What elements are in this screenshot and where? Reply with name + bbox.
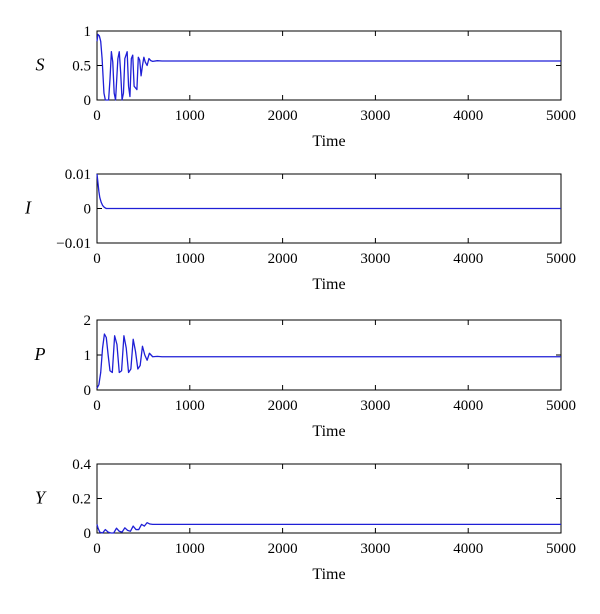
panel-4-ytick-label: 0.4: [72, 457, 91, 473]
panel-3-ytick-label: 2: [84, 313, 92, 329]
panel-1-ytick-label: 1: [84, 24, 92, 40]
panel-2-ytick-label: 0.01: [65, 167, 91, 183]
panel-3-xtick-label: 0: [93, 398, 101, 414]
panel-1-series-line-1: [96, 33, 561, 101]
panel-1-y-axis-label: S: [36, 55, 45, 75]
panel-1-x-axis-title: Time: [312, 133, 345, 150]
panel-4-ytick-label: 0: [84, 526, 92, 542]
panel-2-y-axis-label: I: [24, 198, 32, 218]
panel-1-xtick-label: 0: [93, 108, 101, 124]
panel-4-ytick-label: 0.2: [72, 492, 91, 508]
panel-2-xtick-label: 4000: [453, 251, 483, 267]
panel-1-plot-frame: [96, 30, 562, 101]
panel-4-xtick-label: 1000: [175, 541, 205, 557]
panel-2-xtick-label: 1000: [175, 251, 205, 267]
panel-2-xtick-label: 2000: [268, 251, 298, 267]
panel-4-xtick-label: 2000: [268, 541, 298, 557]
panel-3-xtick-label: 5000: [546, 398, 576, 414]
panel-2-series-line-1: [96, 173, 561, 210]
panel-4-xtick-label: 4000: [453, 541, 483, 557]
panel-1-xtick-label: 1000: [175, 108, 205, 124]
panel-1-xtick-label: 4000: [453, 108, 483, 124]
panel-2-x-axis-title: Time: [312, 276, 345, 293]
panel-3-xtick-label: 3000: [360, 398, 390, 414]
panel-3-series-line-1: [96, 333, 561, 389]
panel-2-xtick-label: 0: [93, 251, 101, 267]
panel-1-ytick-label: 0.5: [72, 59, 91, 75]
panel-3-ytick-label: 1: [84, 348, 92, 364]
panel-3-y-axis-label: P: [34, 344, 46, 364]
panel-4-series-line-1: [96, 522, 561, 534]
panel-2-xtick-label: 3000: [360, 251, 390, 267]
panel-2-xtick-label: 5000: [546, 251, 576, 267]
panel-1-xtick-label: 2000: [268, 108, 298, 124]
panel-3-plot-frame: [96, 319, 562, 391]
panel-4-x-axis-title: Time: [312, 566, 345, 583]
panel-4-xtick-label: 3000: [360, 541, 390, 557]
panel-2-ytick-label: 0: [84, 202, 92, 218]
panel-3-x-axis-title: Time: [312, 423, 345, 440]
panel-1-ytick-label: 0: [84, 93, 92, 109]
panel-1-xtick-label: 5000: [546, 108, 576, 124]
panel-3-xtick-label: 2000: [268, 398, 298, 414]
panel-4-plot-frame: [96, 463, 562, 534]
panel-3-xtick-label: 4000: [453, 398, 483, 414]
panel-4-xtick-label: 5000: [546, 541, 576, 557]
panel-2-ytick-label: −0.01: [56, 236, 91, 252]
panel-4-y-axis-label: Y: [35, 488, 47, 508]
panel-4-xtick-label: 0: [93, 541, 101, 557]
panel-3-xtick-label: 1000: [175, 398, 205, 414]
panel-3-ytick-label: 0: [84, 383, 92, 399]
panel-1-xtick-label: 3000: [360, 108, 390, 124]
